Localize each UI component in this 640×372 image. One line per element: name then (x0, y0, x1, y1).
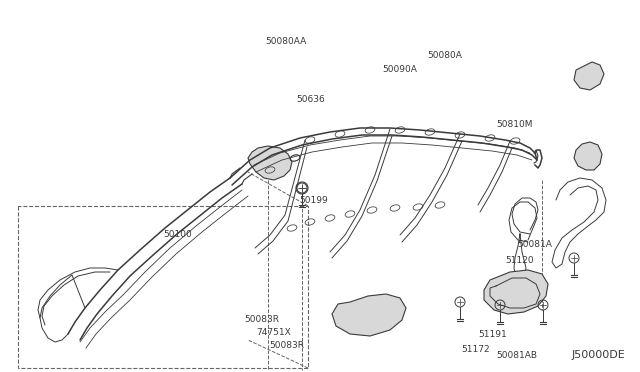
Text: 50080AA: 50080AA (266, 37, 307, 46)
Polygon shape (574, 62, 604, 90)
Text: 50083R: 50083R (244, 315, 280, 324)
Text: 50081A: 50081A (517, 240, 552, 249)
Polygon shape (484, 270, 548, 314)
Text: 50080A: 50080A (428, 51, 462, 60)
Text: 51120: 51120 (506, 256, 534, 265)
Text: 50810M: 50810M (496, 120, 532, 129)
Text: J50000DE: J50000DE (572, 350, 625, 360)
Text: 51191: 51191 (479, 330, 508, 339)
Text: 50081AB: 50081AB (496, 351, 537, 360)
Text: 50199: 50199 (300, 196, 328, 205)
Text: 50636: 50636 (296, 95, 325, 104)
Text: 50083R: 50083R (269, 341, 304, 350)
Text: 50100: 50100 (163, 230, 192, 239)
Polygon shape (248, 146, 292, 180)
Polygon shape (574, 142, 602, 170)
Text: 50090A: 50090A (383, 65, 417, 74)
Text: 51172: 51172 (461, 345, 490, 354)
Text: 74751X: 74751X (256, 328, 291, 337)
Polygon shape (332, 294, 406, 336)
